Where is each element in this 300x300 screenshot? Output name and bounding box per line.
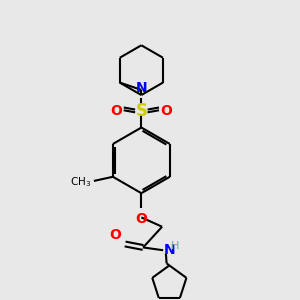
Text: O: O [135,212,147,226]
Text: S: S [135,102,147,120]
Text: O: O [110,104,122,118]
Text: CH$_3$: CH$_3$ [70,175,91,189]
Text: H: H [171,241,179,251]
Text: N: N [164,243,176,257]
Text: N: N [136,81,147,95]
Text: O: O [161,104,172,118]
Text: O: O [109,228,121,242]
